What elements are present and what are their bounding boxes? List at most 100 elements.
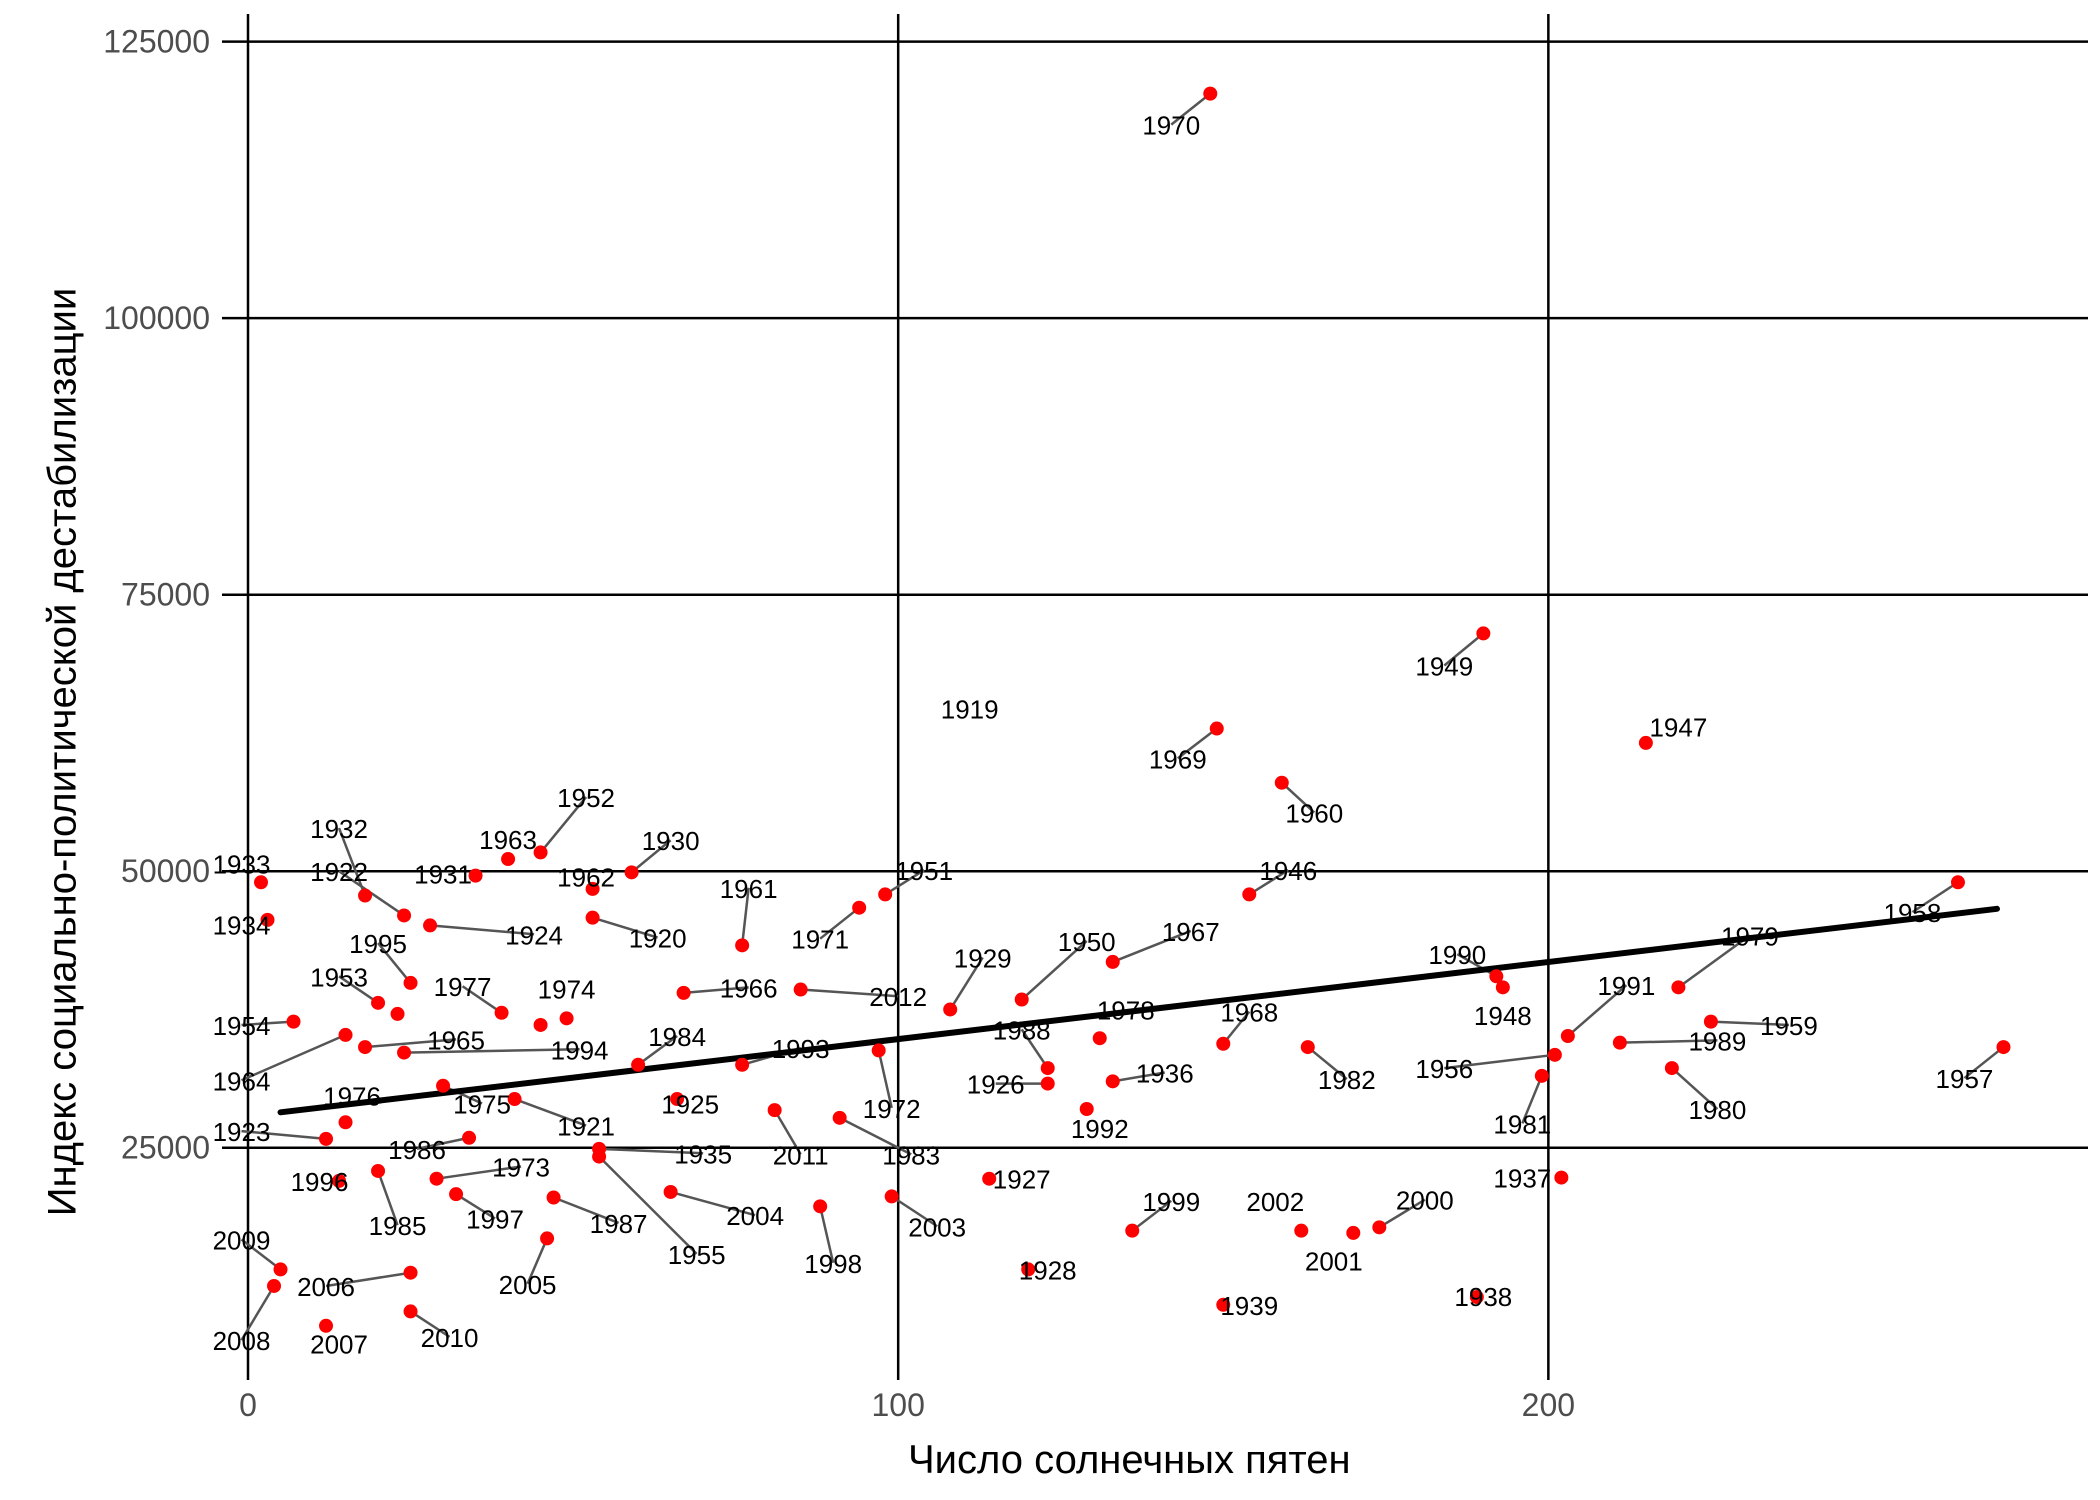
data-point xyxy=(1079,1102,1094,1117)
data-point xyxy=(1040,1061,1055,1076)
label-connector xyxy=(890,1195,938,1228)
point-label: 2004 xyxy=(726,1201,784,1231)
x-axis-title: Число солнечных пятен xyxy=(908,1438,1351,1482)
point-label: 1993 xyxy=(772,1034,830,1064)
point-label: 1956 xyxy=(1415,1054,1473,1084)
point-label: 1951 xyxy=(895,856,953,886)
data-point xyxy=(1534,1068,1549,1083)
point-label: 1925 xyxy=(661,1089,719,1119)
data-point xyxy=(1489,969,1504,984)
label-connector xyxy=(1444,1053,1556,1070)
point-label: 2000 xyxy=(1396,1186,1454,1216)
point-label: 1931 xyxy=(414,859,472,889)
point-label: 1929 xyxy=(954,943,1012,973)
data-point xyxy=(813,1199,828,1214)
data-point xyxy=(1216,1036,1231,1051)
data-point xyxy=(494,1005,509,1020)
label-connector xyxy=(442,1084,483,1105)
grid-lines xyxy=(222,14,2088,1380)
data-point xyxy=(1547,1047,1562,1062)
point-label: 1928 xyxy=(1019,1255,1077,1285)
label-connector xyxy=(630,839,672,874)
data-point xyxy=(852,900,867,915)
x-tick-label: 200 xyxy=(1522,1387,1575,1423)
data-point xyxy=(1040,1076,1055,1091)
point-label: 1976 xyxy=(323,1082,381,1112)
data-point xyxy=(871,1043,886,1058)
label-connector xyxy=(376,1170,399,1226)
point-label: 1996 xyxy=(291,1167,349,1197)
point-label: 2006 xyxy=(297,1272,355,1302)
data-point xyxy=(1996,1040,2011,1055)
label-connector xyxy=(1710,1020,1789,1027)
point-labels: 1970 1949 1969 1947 1960 1958 1951 1946 1971 1920… xyxy=(213,111,1994,1360)
label-connector xyxy=(241,1129,327,1141)
data-point xyxy=(1476,626,1491,641)
point-label: 1972 xyxy=(863,1094,921,1124)
data-point xyxy=(1703,1014,1718,1029)
label-connector xyxy=(800,988,899,998)
point-label: 1981 xyxy=(1493,1109,1551,1139)
data-point xyxy=(403,1265,418,1280)
y-tick-label: 25000 xyxy=(121,1130,210,1166)
data-point xyxy=(878,887,893,902)
point-label: 1954 xyxy=(213,1011,271,1041)
label-connector xyxy=(404,1048,580,1054)
point-label: 1932 xyxy=(310,814,368,844)
label-connector xyxy=(1521,1075,1544,1124)
label-connector xyxy=(240,1285,276,1341)
data-point xyxy=(1664,1061,1679,1076)
y-tick-label: 125000 xyxy=(103,24,210,60)
label-connector xyxy=(819,906,860,940)
label-connector xyxy=(1112,929,1192,964)
point-label: 1965 xyxy=(427,1025,485,1055)
y-tick-label: 50000 xyxy=(121,853,210,889)
data-point xyxy=(390,1006,405,1021)
y-tick-label: 75000 xyxy=(121,577,210,613)
point-label: 2001 xyxy=(1305,1247,1363,1277)
data-point xyxy=(1300,1040,1315,1055)
data-point xyxy=(735,1057,750,1072)
point-label: 1985 xyxy=(369,1211,427,1241)
point-label: 1950 xyxy=(1058,927,1116,957)
point-label: 2010 xyxy=(421,1323,479,1353)
y-tick-labels: 25000 50000 75000 100000 125000 xyxy=(103,24,210,1166)
label-connector xyxy=(1306,1046,1348,1081)
point-label: 1964 xyxy=(213,1066,271,1096)
point-label: 1955 xyxy=(668,1240,726,1270)
data-point xyxy=(338,1115,353,1130)
point-label: 1966 xyxy=(720,973,778,1003)
data-point xyxy=(533,1017,548,1032)
y-axis-title: Индекс социально-политической дестабилиз… xyxy=(40,287,85,1217)
point-label: 1923 xyxy=(213,1117,271,1147)
data-point xyxy=(533,845,548,860)
data-point xyxy=(371,995,386,1010)
point-label: 2005 xyxy=(499,1270,557,1300)
point-label: 1980 xyxy=(1688,1095,1746,1125)
point-label: 1946 xyxy=(1259,856,1317,886)
data-point xyxy=(319,1318,334,1333)
point-label: 1949 xyxy=(1415,651,1473,681)
data-point xyxy=(449,1187,464,1202)
label-connector xyxy=(818,1206,835,1264)
label-connector xyxy=(1248,869,1289,896)
data-point xyxy=(507,1092,522,1107)
label-connector xyxy=(241,1033,347,1082)
label-connector xyxy=(1677,934,1751,989)
point-label: 1953 xyxy=(310,962,368,992)
data-point xyxy=(943,1002,958,1017)
label-connector xyxy=(1378,1198,1426,1229)
point-label: 1961 xyxy=(720,874,778,904)
point-label: 1921 xyxy=(557,1112,615,1142)
label-connector xyxy=(436,1165,522,1180)
label-connector xyxy=(514,1097,587,1127)
y-tick-label: 100000 xyxy=(103,300,210,336)
data-point xyxy=(1274,775,1289,790)
point-label: 1919 xyxy=(941,695,999,725)
point-label: 1992 xyxy=(1071,1114,1129,1144)
point-label: 1947 xyxy=(1649,712,1707,742)
data-point xyxy=(403,975,418,990)
data-point xyxy=(1092,1031,1107,1046)
data-point xyxy=(1021,1262,1036,1277)
data-point xyxy=(1950,875,1965,890)
